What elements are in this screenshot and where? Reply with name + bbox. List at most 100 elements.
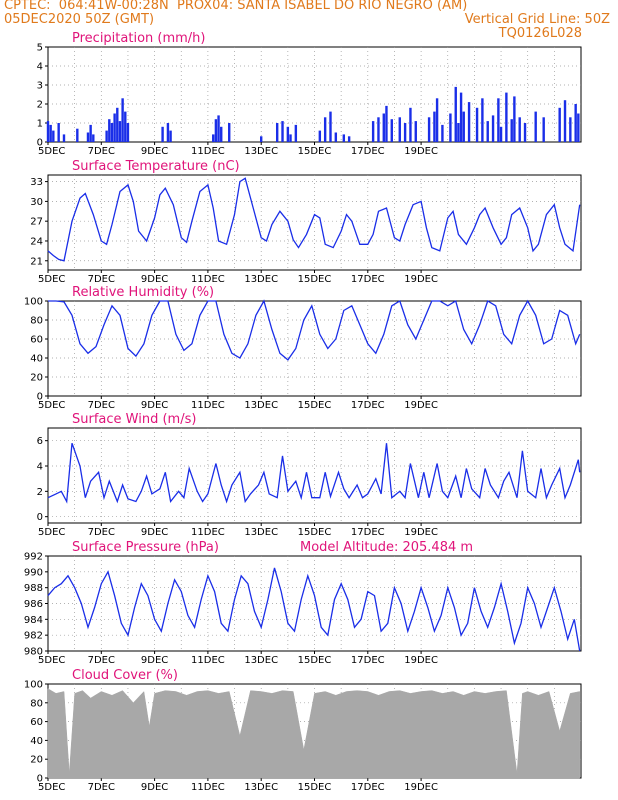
temp-ytick-label: 27 bbox=[30, 217, 43, 228]
temp-xtick-label: 9DEC bbox=[141, 274, 168, 285]
cloud-area bbox=[47, 688, 580, 779]
pres-title: Surface Pressure (hPa) bbox=[72, 540, 219, 555]
precip-bar bbox=[497, 98, 500, 142]
cloud-xtick-label: 17DEC bbox=[351, 782, 385, 793]
precip-bar bbox=[126, 123, 130, 142]
precip-bar bbox=[454, 86, 457, 142]
precip-bar bbox=[403, 123, 407, 142]
temp-xtick-label: 5DEC bbox=[38, 274, 65, 285]
rh-xtick-label: 7DEC bbox=[88, 400, 115, 411]
cloud-ytick-label: 20 bbox=[30, 755, 43, 766]
precip-bar bbox=[329, 111, 332, 142]
precip-bar bbox=[52, 130, 55, 142]
precip-bar bbox=[46, 121, 50, 142]
cloud-xtick-label: 13DEC bbox=[244, 782, 278, 793]
precip-bar bbox=[212, 134, 215, 142]
precip-xtick-label: 13DEC bbox=[244, 146, 278, 157]
precip-bar bbox=[217, 115, 220, 142]
precip-bar bbox=[563, 100, 567, 142]
precip-bar bbox=[462, 111, 465, 142]
precip-bar bbox=[281, 121, 284, 142]
wind-ytick-label: 6 bbox=[37, 436, 43, 447]
precip-bar bbox=[113, 113, 116, 142]
precip-bar bbox=[475, 107, 479, 142]
precip-bar bbox=[398, 117, 401, 142]
precip-bar bbox=[542, 117, 545, 142]
precip-bar bbox=[92, 134, 95, 142]
precip-bar bbox=[513, 96, 516, 142]
temp-xtick-label: 19DEC bbox=[404, 274, 438, 285]
precip-bar bbox=[116, 107, 119, 142]
precip-bar bbox=[121, 98, 124, 142]
rh-ytick-label: 40 bbox=[30, 354, 43, 365]
rh-ytick-label: 100 bbox=[24, 297, 43, 308]
pres-xtick-label: 11DEC bbox=[191, 655, 225, 666]
temp-xtick-label: 7DEC bbox=[88, 274, 115, 285]
wind-xtick-label: 17DEC bbox=[351, 527, 385, 538]
rh-xtick-label: 11DEC bbox=[191, 400, 225, 411]
precip-bar bbox=[390, 119, 393, 142]
precip-bar bbox=[491, 115, 495, 142]
precip-bar bbox=[534, 111, 537, 142]
precip-bar bbox=[433, 111, 436, 142]
precip-ytick-label: 5 bbox=[37, 43, 43, 54]
rh-ytick-label: 0 bbox=[37, 392, 43, 403]
precip-bar bbox=[260, 136, 263, 142]
rh-xtick-label: 9DEC bbox=[141, 400, 168, 411]
precip-bar bbox=[427, 117, 431, 142]
cloud-ytick-label: 60 bbox=[30, 717, 43, 728]
cloud-title: Cloud Cover (%) bbox=[72, 668, 178, 683]
pres-ytick-label: 980 bbox=[24, 647, 43, 658]
pres-xtick-label: 19DEC bbox=[404, 655, 438, 666]
precip-bar bbox=[118, 121, 122, 142]
precip-title: Precipitation (mm/h) bbox=[72, 31, 205, 46]
precip-bar bbox=[518, 117, 521, 142]
precip-bar bbox=[318, 130, 322, 142]
precip-ytick-label: 3 bbox=[37, 81, 43, 92]
precip-bar bbox=[486, 121, 489, 142]
pres-ytick-label: 990 bbox=[24, 567, 43, 578]
run-code: TQ0126L028 bbox=[498, 26, 582, 41]
wind-ytick-label: 4 bbox=[37, 462, 43, 473]
precip-bar bbox=[449, 113, 452, 142]
wind-xtick-label: 13DEC bbox=[244, 527, 278, 538]
pres-ytick-label: 988 bbox=[24, 583, 43, 594]
precip-bar bbox=[385, 105, 388, 142]
pres-ytick-label: 984 bbox=[24, 615, 43, 626]
precip-ytick-label: 1 bbox=[37, 119, 43, 130]
precip-bar bbox=[435, 98, 439, 142]
precip-bar bbox=[499, 126, 503, 142]
wind-xtick-label: 7DEC bbox=[88, 527, 115, 538]
header-line-2: 05DEC2020 50Z (GMT) bbox=[4, 12, 155, 27]
precip-bar bbox=[382, 113, 385, 142]
precip-xtick-label: 9DEC bbox=[141, 146, 168, 157]
precip-bar bbox=[214, 119, 218, 142]
wind-xtick-label: 19DEC bbox=[404, 527, 438, 538]
precip-bar bbox=[334, 132, 338, 142]
precip-bar bbox=[166, 123, 170, 142]
pres-line bbox=[47, 567, 581, 652]
temp-xtick-label: 17DEC bbox=[351, 274, 385, 285]
grid-line-note: Vertical Grid Line: 50Z bbox=[464, 12, 610, 27]
precip-ytick-label: 2 bbox=[37, 100, 43, 111]
wind-line bbox=[47, 442, 581, 504]
pres-xtick-label: 15DEC bbox=[298, 655, 332, 666]
precip-bar bbox=[294, 124, 298, 142]
precip-ytick-label: 0 bbox=[37, 138, 43, 149]
precip-bar bbox=[377, 117, 380, 142]
rh-title: Relative Humidity (%) bbox=[72, 285, 214, 300]
precip-bar bbox=[459, 92, 463, 142]
cloud-xtick-label: 15DEC bbox=[298, 782, 332, 793]
precip-bar bbox=[161, 126, 164, 142]
wind-xtick-label: 9DEC bbox=[141, 527, 168, 538]
wind-xtick-label: 5DEC bbox=[38, 527, 65, 538]
precip-bar bbox=[467, 102, 471, 142]
precip-bar bbox=[409, 107, 412, 142]
precip-bar bbox=[76, 128, 79, 142]
pres-ytick-label: 986 bbox=[24, 599, 43, 610]
precip-xtick-label: 17DEC bbox=[351, 146, 385, 157]
precip-bar bbox=[86, 132, 90, 142]
wind-xtick-label: 15DEC bbox=[298, 527, 332, 538]
precip-bar bbox=[414, 121, 417, 142]
rh-line bbox=[48, 299, 581, 361]
